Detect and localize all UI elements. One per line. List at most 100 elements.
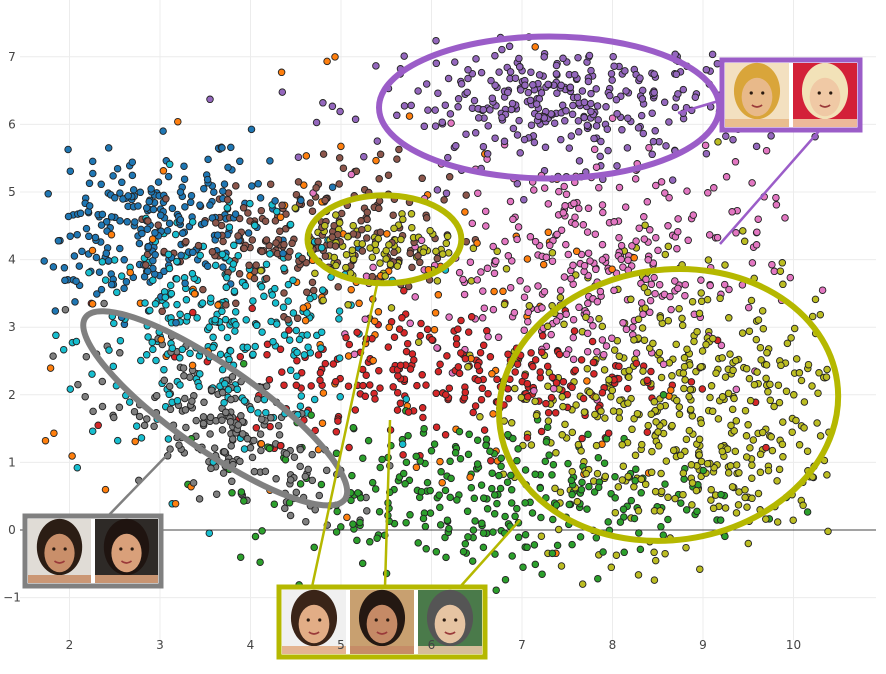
scatter-point bbox=[247, 125, 256, 134]
scatter-point bbox=[701, 141, 710, 150]
scatter-point bbox=[336, 107, 344, 116]
scatter-point bbox=[73, 230, 81, 239]
scatter-point bbox=[414, 87, 422, 95]
scatter-point bbox=[675, 304, 683, 313]
scatter-point bbox=[664, 222, 672, 230]
scatter-point bbox=[552, 379, 561, 387]
scatter-point bbox=[224, 386, 233, 394]
scatter-point bbox=[536, 484, 545, 492]
scatter-point bbox=[504, 385, 512, 393]
scatter-point bbox=[604, 429, 613, 437]
scatter-point bbox=[420, 122, 429, 131]
scatter-point bbox=[371, 240, 380, 249]
scatter-point bbox=[659, 531, 668, 539]
scatter-point bbox=[568, 467, 576, 476]
scatter-point bbox=[507, 419, 516, 427]
scatter-point bbox=[370, 317, 379, 325]
scatter-point bbox=[561, 420, 569, 429]
scatter-point bbox=[280, 240, 288, 249]
scatter-point bbox=[554, 525, 563, 534]
scatter-point bbox=[762, 361, 771, 369]
scatter-point bbox=[490, 510, 499, 518]
scatter-point bbox=[296, 462, 304, 471]
scatter-point bbox=[214, 301, 222, 309]
scatter-point bbox=[146, 306, 154, 315]
scatter-point bbox=[440, 196, 448, 204]
scatter-point bbox=[393, 111, 401, 120]
scatter-point bbox=[725, 285, 733, 294]
scatter-point bbox=[316, 369, 325, 377]
scatter-point bbox=[583, 228, 592, 236]
scatter-point bbox=[142, 204, 151, 212]
scatter-point bbox=[433, 344, 441, 352]
scatter-point bbox=[634, 507, 643, 515]
scatter-point bbox=[632, 359, 641, 368]
scatter-point bbox=[122, 278, 131, 286]
scatter-point bbox=[135, 412, 144, 421]
scatter-point bbox=[569, 101, 577, 110]
scatter-point bbox=[223, 204, 232, 212]
scatter-point bbox=[645, 143, 653, 152]
scatter-point bbox=[675, 403, 684, 411]
scatter-point bbox=[307, 411, 315, 419]
scatter-point bbox=[196, 201, 204, 209]
scatter-point bbox=[657, 178, 666, 186]
scatter-point bbox=[666, 292, 674, 301]
scatter-point bbox=[321, 221, 329, 230]
scatter-point bbox=[165, 382, 174, 391]
scatter-point bbox=[629, 323, 637, 332]
scatter-point bbox=[199, 419, 208, 428]
scatter-point bbox=[556, 488, 565, 496]
scatter-point bbox=[464, 74, 472, 83]
scatter-point bbox=[640, 336, 649, 344]
scatter-point bbox=[413, 381, 421, 390]
scatter-point bbox=[637, 489, 645, 497]
scatter-point bbox=[745, 327, 754, 335]
scatter-point bbox=[758, 307, 767, 315]
woman-in-santa-hat-face bbox=[793, 62, 857, 127]
scatter-point bbox=[535, 71, 544, 79]
scatter-point bbox=[808, 382, 816, 390]
scatter-point bbox=[176, 188, 185, 196]
scatter-point bbox=[590, 488, 599, 496]
scatter-point bbox=[511, 384, 519, 393]
scatter-point bbox=[113, 288, 121, 297]
scatter-point bbox=[323, 57, 331, 66]
scatter-point bbox=[513, 504, 521, 513]
scatter-point bbox=[407, 101, 415, 110]
scatter-point bbox=[520, 195, 528, 204]
scatter-point bbox=[176, 216, 185, 224]
scatter-point bbox=[482, 222, 490, 230]
scatter-point bbox=[507, 486, 516, 494]
scatter-point bbox=[444, 74, 453, 83]
scatter-point bbox=[293, 314, 302, 323]
scatter-point bbox=[364, 436, 373, 445]
scatter-point bbox=[649, 259, 658, 267]
scatter-point bbox=[506, 197, 515, 206]
scatter-point bbox=[354, 489, 362, 497]
scatter-point bbox=[566, 83, 575, 92]
scatter-point bbox=[342, 333, 350, 342]
scatter-point bbox=[544, 200, 553, 208]
scatter-point bbox=[649, 339, 657, 348]
scatter-point bbox=[762, 146, 771, 155]
scatter-point bbox=[504, 394, 513, 403]
scatter-point bbox=[360, 152, 368, 161]
scatter-point bbox=[779, 418, 787, 426]
scatter-point bbox=[682, 543, 690, 552]
scatter-point bbox=[469, 526, 478, 534]
scatter-point bbox=[285, 336, 294, 344]
scatter-point bbox=[516, 277, 524, 285]
scatter-point bbox=[548, 249, 557, 257]
scatter-point bbox=[538, 348, 546, 356]
y-tick-label: 0 bbox=[8, 523, 16, 537]
scatter-point bbox=[376, 384, 384, 392]
x-tick-label: 7 bbox=[518, 638, 526, 652]
scatter-point bbox=[317, 480, 326, 489]
scatter-point bbox=[722, 132, 730, 140]
scatter-point bbox=[768, 260, 776, 269]
scatter-point bbox=[642, 275, 650, 284]
scatter-point bbox=[596, 152, 604, 161]
scatter-point bbox=[257, 446, 265, 455]
